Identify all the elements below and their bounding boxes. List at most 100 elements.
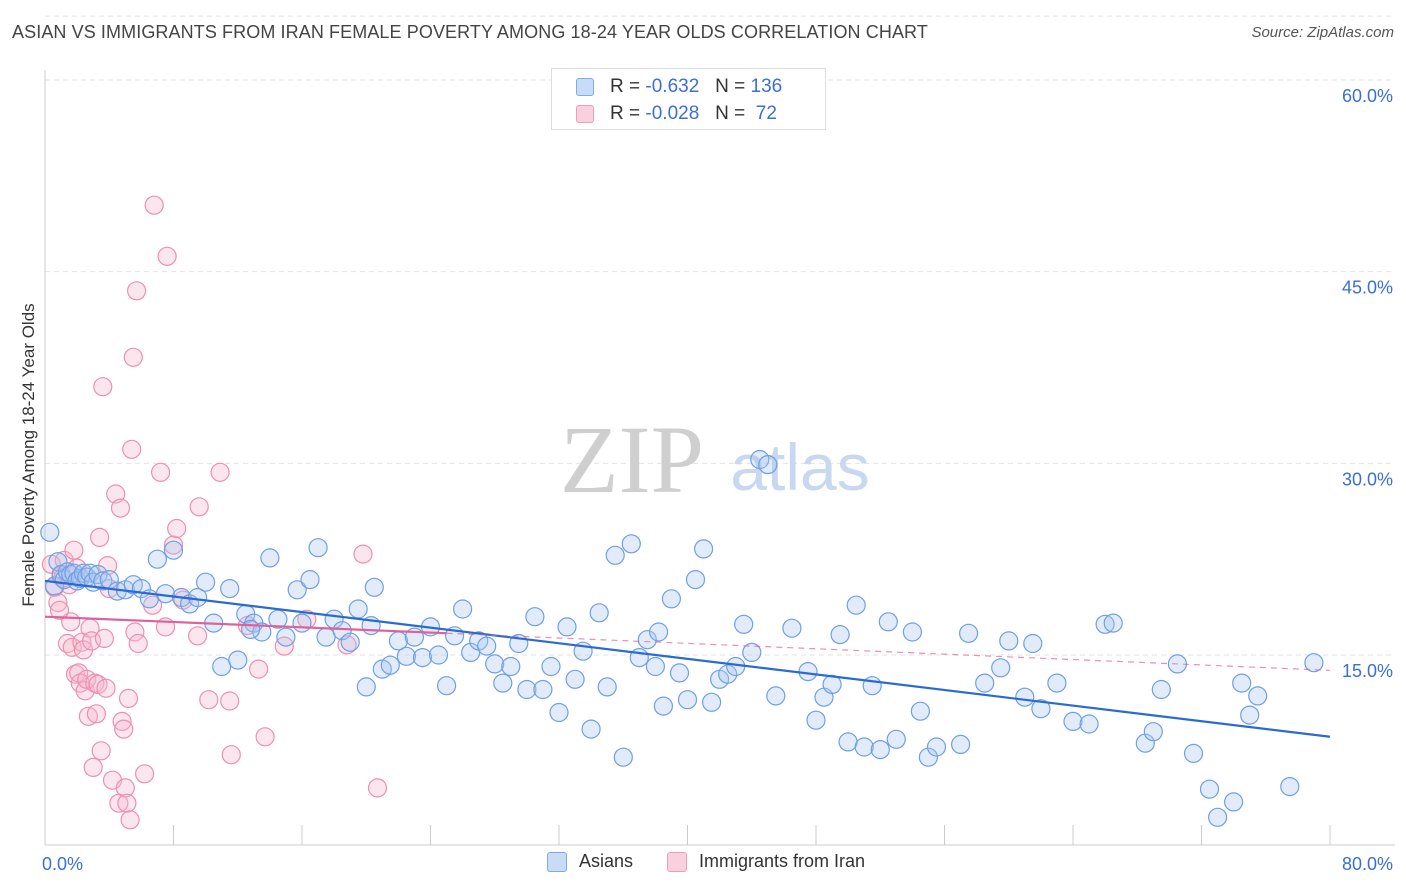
asian-point bbox=[453, 599, 473, 619]
stats-legend: R = -0.632 N = 136 R = -0.028 N = 72 bbox=[551, 68, 826, 130]
asian-point bbox=[549, 702, 569, 723]
asian-point bbox=[396, 646, 416, 666]
asian-point bbox=[806, 710, 826, 730]
asian-point bbox=[581, 719, 601, 739]
iran-point bbox=[189, 497, 209, 517]
legend-n-value-asians: 136 bbox=[750, 76, 783, 97]
asian-point bbox=[565, 669, 585, 689]
legend-swatch-asians bbox=[547, 851, 567, 872]
asian-point bbox=[1135, 733, 1155, 753]
asian-point bbox=[493, 673, 513, 693]
asian-point bbox=[734, 614, 754, 634]
asian-point bbox=[958, 623, 979, 643]
asian-point bbox=[975, 673, 995, 693]
asian-point bbox=[48, 552, 68, 572]
asian-point bbox=[348, 599, 368, 619]
asian-point bbox=[260, 548, 280, 568]
asian-point bbox=[93, 571, 113, 591]
asian-point bbox=[1183, 743, 1204, 764]
asian-point bbox=[525, 607, 545, 627]
asian-point bbox=[1095, 614, 1115, 634]
asian-point bbox=[1047, 673, 1067, 693]
iran-point bbox=[94, 628, 115, 649]
legend-r-label: R = bbox=[610, 76, 641, 97]
iran-point bbox=[125, 622, 145, 642]
asian-point bbox=[718, 664, 738, 684]
asian-point bbox=[950, 734, 971, 755]
asian-point bbox=[645, 656, 666, 677]
asian-point bbox=[1240, 705, 1260, 725]
x-tick-label: 80.0% bbox=[1342, 854, 1393, 874]
asian-point bbox=[1207, 807, 1228, 827]
y-axis-label: Female Poverty Among 18-24 Year Olds bbox=[19, 303, 38, 607]
asian-points bbox=[40, 449, 1324, 827]
asian-point bbox=[541, 656, 561, 677]
asian-point bbox=[653, 696, 674, 716]
asian-point bbox=[661, 589, 682, 609]
iran-point bbox=[83, 757, 103, 778]
asian-point bbox=[196, 572, 216, 592]
legend-r-value-iran: -0.028 bbox=[645, 103, 700, 124]
iran-point bbox=[114, 719, 134, 739]
asian-point bbox=[1063, 711, 1083, 732]
legend-row-asians: R = -0.632 N = 136 bbox=[576, 75, 782, 99]
asian-point bbox=[838, 732, 858, 752]
asian-point bbox=[533, 679, 553, 700]
asian-point bbox=[287, 580, 307, 600]
asian-point bbox=[648, 622, 669, 642]
iran-point bbox=[127, 281, 147, 301]
asian-point bbox=[782, 618, 802, 638]
asian-point bbox=[846, 595, 866, 615]
asian-point bbox=[669, 663, 690, 683]
asian-point bbox=[1223, 792, 1244, 812]
asian-point bbox=[621, 534, 641, 554]
series-legend: Asians Immigrants from Iran bbox=[547, 851, 899, 872]
asian-point bbox=[477, 636, 497, 656]
legend-swatch-iran bbox=[667, 851, 688, 872]
legend-r-value-asians: -0.632 bbox=[645, 76, 700, 97]
iran-point bbox=[249, 659, 269, 679]
asian-point bbox=[316, 627, 336, 647]
asian-point bbox=[163, 540, 184, 560]
asian-point bbox=[437, 676, 457, 696]
asian-point bbox=[364, 577, 384, 597]
legend-n-label: N = bbox=[715, 103, 746, 124]
iran-point bbox=[93, 377, 113, 397]
asian-point bbox=[830, 624, 850, 645]
iran-point bbox=[128, 633, 148, 654]
asian-point bbox=[1199, 779, 1220, 799]
asian-point bbox=[677, 690, 698, 710]
legend-swatch-iran bbox=[576, 105, 594, 123]
asian-point bbox=[766, 686, 786, 706]
watermark-atlas: atlas bbox=[730, 430, 869, 504]
asian-point bbox=[854, 737, 874, 757]
asian-point bbox=[501, 656, 521, 677]
asian-point bbox=[356, 677, 376, 697]
iran-point bbox=[117, 793, 137, 813]
asian-point bbox=[693, 539, 714, 559]
asian-point bbox=[228, 650, 248, 670]
asian-point bbox=[241, 619, 261, 640]
iran-point bbox=[255, 727, 275, 747]
iran-point bbox=[163, 535, 184, 555]
asian-point bbox=[637, 630, 657, 650]
asian-point bbox=[340, 632, 360, 652]
asian-point bbox=[1232, 673, 1252, 693]
iran-point bbox=[91, 741, 111, 761]
asian-point bbox=[412, 647, 433, 668]
iran-point bbox=[78, 706, 99, 726]
asian-point bbox=[1248, 686, 1268, 706]
iran-point bbox=[85, 673, 105, 693]
iran-point bbox=[96, 678, 116, 698]
y-tick-label: 60.0% bbox=[1342, 86, 1393, 106]
asian-point bbox=[212, 656, 232, 677]
asian-point bbox=[220, 578, 240, 599]
asian-point bbox=[380, 655, 400, 675]
asian-point bbox=[485, 654, 505, 674]
asian-point bbox=[589, 603, 609, 623]
legend-n-label: N = bbox=[715, 76, 746, 97]
asian-point bbox=[878, 612, 898, 632]
legend-label-iran: Immigrants from Iran bbox=[699, 851, 866, 871]
source-label: Source: ZipAtlas.com bbox=[1251, 24, 1394, 41]
iran-point bbox=[122, 439, 142, 459]
